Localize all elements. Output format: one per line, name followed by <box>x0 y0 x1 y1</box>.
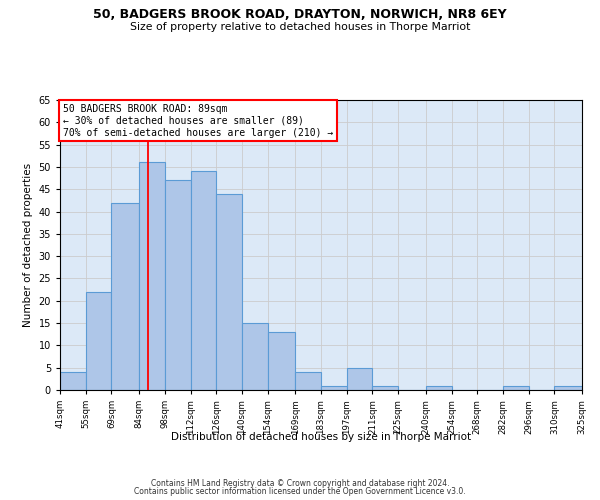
Bar <box>60 372 86 390</box>
Y-axis label: Number of detached properties: Number of detached properties <box>23 163 33 327</box>
Bar <box>216 194 242 390</box>
Text: Distribution of detached houses by size in Thorpe Marriot: Distribution of detached houses by size … <box>171 432 471 442</box>
Bar <box>112 202 139 390</box>
Text: Contains public sector information licensed under the Open Government Licence v3: Contains public sector information licen… <box>134 487 466 496</box>
Bar <box>321 386 347 390</box>
Text: Size of property relative to detached houses in Thorpe Marriot: Size of property relative to detached ho… <box>130 22 470 32</box>
Bar <box>347 368 373 390</box>
Text: 50, BADGERS BROOK ROAD, DRAYTON, NORWICH, NR8 6EY: 50, BADGERS BROOK ROAD, DRAYTON, NORWICH… <box>93 8 507 20</box>
Bar <box>242 323 268 390</box>
Bar <box>165 180 191 390</box>
Bar <box>503 386 529 390</box>
Bar <box>554 386 582 390</box>
Bar <box>191 172 216 390</box>
Bar <box>426 386 452 390</box>
Text: 50 BADGERS BROOK ROAD: 89sqm
← 30% of detached houses are smaller (89)
70% of se: 50 BADGERS BROOK ROAD: 89sqm ← 30% of de… <box>62 104 333 138</box>
Bar <box>295 372 321 390</box>
Bar <box>86 292 112 390</box>
Text: Contains HM Land Registry data © Crown copyright and database right 2024.: Contains HM Land Registry data © Crown c… <box>151 478 449 488</box>
Bar <box>373 386 398 390</box>
Bar <box>268 332 295 390</box>
Bar <box>139 162 165 390</box>
